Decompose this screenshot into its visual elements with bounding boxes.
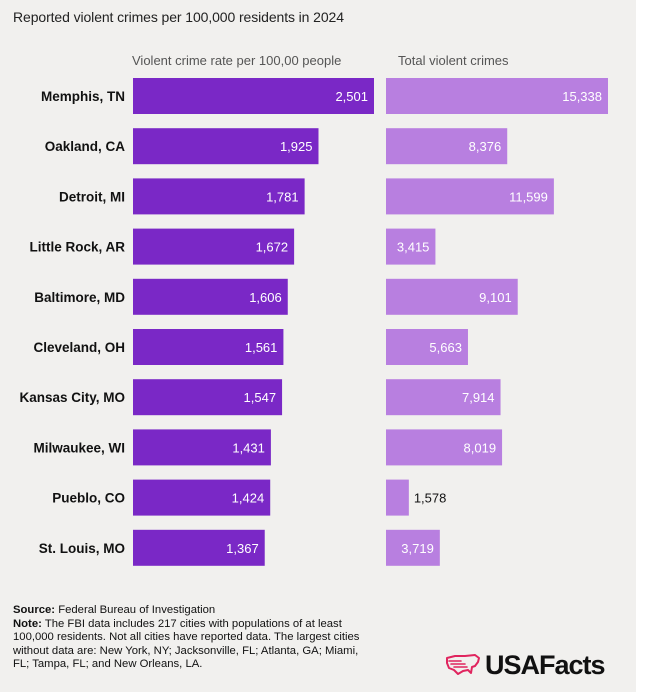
bar-total bbox=[386, 278, 518, 315]
value-label-rate: 1,431 bbox=[232, 440, 265, 455]
bar-rate bbox=[133, 479, 271, 516]
bar-rate bbox=[133, 178, 305, 215]
value-label-total: 5,663 bbox=[429, 340, 462, 355]
source-label: Source: bbox=[13, 604, 56, 616]
bar-total bbox=[386, 128, 508, 165]
value-label-rate: 1,781 bbox=[266, 189, 299, 204]
bar-total bbox=[386, 429, 503, 466]
value-label-rate: 1,672 bbox=[256, 240, 289, 255]
chart-title: Reported violent crimes per 100,000 resi… bbox=[13, 9, 344, 25]
value-label-rate: 2,501 bbox=[335, 89, 368, 104]
value-label-total: 7,914 bbox=[462, 390, 495, 405]
category-label: Cleveland, OH bbox=[33, 340, 125, 355]
note-label: Note: bbox=[13, 617, 42, 630]
note-text: The FBI data includes 217 cities with po… bbox=[13, 617, 360, 671]
category-label: Memphis, TN bbox=[41, 89, 125, 104]
bar-total bbox=[386, 228, 436, 265]
category-label: Oakland, CA bbox=[45, 139, 126, 154]
value-label-total: 8,019 bbox=[464, 440, 497, 455]
value-label-rate: 1,424 bbox=[232, 491, 265, 506]
value-label-total: 8,376 bbox=[469, 139, 502, 154]
category-label: Milwaukee, WI bbox=[33, 440, 125, 455]
bar-rate bbox=[133, 128, 319, 165]
value-label-total: 9,101 bbox=[479, 290, 512, 305]
category-label: Baltimore, MD bbox=[34, 290, 125, 305]
bar-total bbox=[386, 379, 501, 416]
value-label-total: 1,578 bbox=[414, 491, 447, 506]
note-line: Note: The FBI data includes 217 cities w… bbox=[13, 618, 373, 672]
usafacts-logo: USAFacts bbox=[445, 647, 606, 683]
bar-rate bbox=[133, 529, 265, 566]
logo-text: USAFacts bbox=[485, 649, 606, 680]
bar-rate bbox=[133, 329, 284, 365]
value-label-total: 3,719 bbox=[401, 541, 434, 556]
value-label-rate: 1,367 bbox=[226, 541, 259, 556]
category-label: Detroit, MI bbox=[59, 189, 125, 204]
usa-map-icon bbox=[446, 654, 480, 675]
chart-footer: Source: Federal Bureau of Investigation … bbox=[13, 604, 373, 672]
category-label: Kansas City, MO bbox=[19, 390, 125, 405]
category-label: Little Rock, AR bbox=[29, 240, 125, 255]
category-label: St. Louis, MO bbox=[39, 541, 125, 556]
bar-rate bbox=[133, 429, 271, 466]
bar-total bbox=[386, 329, 468, 365]
chart-panel bbox=[0, 0, 636, 692]
value-label-total: 15,338 bbox=[562, 89, 602, 104]
bar-rate bbox=[133, 278, 288, 315]
bar-total bbox=[386, 479, 409, 516]
bar-rate bbox=[133, 228, 295, 265]
bar-total bbox=[386, 178, 554, 215]
source-text: Federal Bureau of Investigation bbox=[58, 604, 216, 616]
value-label-total: 11,599 bbox=[509, 189, 548, 204]
bar-chart: Violent crime rate per 100,00 people Tota… bbox=[19, 53, 608, 566]
bar-total bbox=[386, 529, 440, 566]
category-label: Pueblo, CO bbox=[52, 491, 125, 506]
value-label-rate: 1,561 bbox=[245, 340, 278, 355]
source-line: Source: Federal Bureau of Investigation bbox=[13, 604, 373, 618]
value-label-rate: 1,606 bbox=[249, 290, 282, 305]
bar-rate bbox=[133, 379, 283, 416]
bar-total bbox=[386, 78, 608, 114]
series-header-rate: Violent crime rate per 100,00 people bbox=[132, 53, 341, 68]
value-label-total: 3,415 bbox=[397, 240, 430, 255]
series-header-total: Total violent crimes bbox=[398, 53, 509, 68]
bar-rate bbox=[133, 78, 374, 114]
value-label-rate: 1,547 bbox=[244, 390, 277, 405]
value-label-rate: 1,925 bbox=[280, 139, 313, 154]
